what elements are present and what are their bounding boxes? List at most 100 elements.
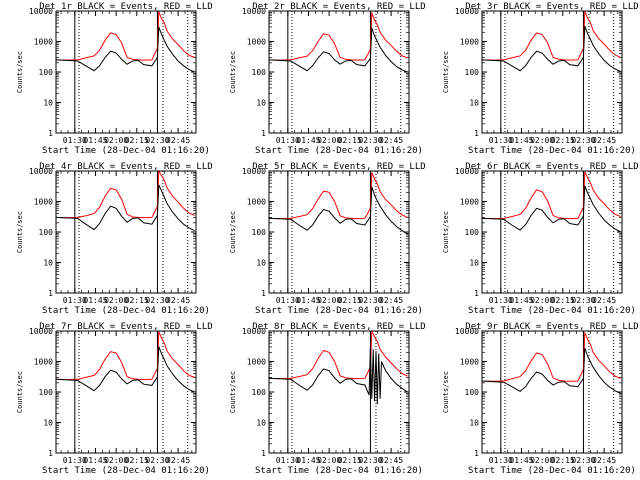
x-tick-label: 02:45 — [379, 296, 403, 305]
y-tick-label: 1 — [261, 129, 266, 138]
y-tick-label: 10 — [469, 99, 479, 108]
plot-frame — [268, 170, 410, 294]
detector-panel: Det 2r BLACK = Events, RED = LLD Counts/s… — [229, 2, 426, 156]
x-tick-label: 02:00 — [317, 136, 341, 145]
y-tick-label: 1000 — [460, 38, 479, 47]
detector-panel: Det 4r BLACK = Events, RED = LLD Counts/s… — [16, 162, 213, 316]
plot-frame — [268, 330, 410, 454]
x-tick-label: 02:30 — [571, 296, 595, 305]
x-tick-label: 02:15 — [125, 456, 149, 465]
y-tick-label: 1 — [48, 289, 53, 298]
x-axis-label: Start Time (28-Dec-04 01:16:20) — [468, 306, 636, 316]
y-tick-label: 10000 — [455, 327, 479, 336]
y-axis-label: Counts/sec — [442, 371, 450, 413]
y-tick-label: 1000 — [247, 38, 266, 47]
x-tick-label: 02:00 — [104, 456, 128, 465]
y-tick-label: 100 — [465, 68, 480, 77]
x-tick-label: 02:45 — [592, 136, 616, 145]
detector-panel: Det 8r BLACK = Events, RED = LLD Counts/s… — [229, 322, 426, 476]
x-tick-label: 01:45 — [296, 456, 320, 465]
y-tick-label: 1 — [474, 129, 479, 138]
y-tick-label: 10 — [43, 99, 53, 108]
x-axis-label: Start Time (28-Dec-04 01:16:20) — [255, 146, 423, 156]
x-tick-label: 02:15 — [125, 296, 149, 305]
x-tick-label: 01:30 — [63, 456, 87, 465]
y-tick-label: 100 — [39, 228, 54, 237]
x-tick-label: 02:00 — [317, 456, 341, 465]
x-axis-label: Start Time (28-Dec-04 01:16:20) — [255, 306, 423, 316]
x-tick-label: 02:45 — [166, 456, 190, 465]
x-tick-label: 02:00 — [530, 136, 554, 145]
lld-series-line — [481, 171, 621, 220]
detector-panel: Det 3r BLACK = Events, RED = LLD Counts/s… — [442, 2, 639, 156]
plot-frame — [55, 10, 197, 134]
x-tick-label: 01:45 — [83, 296, 107, 305]
y-tick-label: 10000 — [242, 167, 266, 176]
x-tick-label: 01:45 — [509, 456, 533, 465]
x-tick-label: 02:45 — [592, 456, 616, 465]
plot-frame — [481, 330, 623, 454]
x-tick-label: 02:15 — [338, 136, 362, 145]
x-tick-label: 02:30 — [358, 136, 382, 145]
y-tick-label: 10 — [469, 259, 479, 268]
y-axis-label: Counts/sec — [16, 51, 24, 93]
x-axis-label: Start Time (28-Dec-04 01:16:20) — [468, 466, 636, 476]
y-tick-label: 10000 — [455, 167, 479, 176]
x-tick-label: 01:30 — [276, 456, 300, 465]
lld-series-line — [55, 11, 195, 61]
events-series-line — [268, 346, 408, 405]
detector-panel: Det 7r BLACK = Events, RED = LLD Counts/s… — [16, 322, 213, 476]
events-series-line — [268, 186, 408, 235]
x-tick-label: 02:30 — [145, 296, 169, 305]
x-tick-label: 02:45 — [379, 456, 403, 465]
x-tick-label: 02:00 — [530, 296, 554, 305]
x-tick-label: 01:30 — [489, 296, 513, 305]
y-tick-label: 1 — [474, 449, 479, 458]
y-tick-label: 1 — [261, 289, 266, 298]
x-tick-label: 01:45 — [296, 136, 320, 145]
x-tick-label: 02:15 — [338, 456, 362, 465]
panel-title: Det 2r BLACK = Events, RED = LLD — [252, 2, 425, 12]
lld-series-line — [481, 332, 621, 382]
y-tick-label: 100 — [39, 388, 54, 397]
x-tick-label: 02:45 — [592, 296, 616, 305]
y-tick-label: 10 — [43, 259, 53, 268]
lld-series-line — [55, 331, 195, 381]
x-axis-label: Start Time (28-Dec-04 01:16:20) — [42, 306, 210, 316]
y-tick-label: 10 — [43, 419, 53, 428]
lld-series-line — [55, 169, 195, 219]
x-tick-label: 02:15 — [551, 136, 575, 145]
plot-frame — [55, 330, 197, 454]
y-tick-label: 10000 — [242, 327, 266, 336]
x-tick-label: 02:30 — [358, 296, 382, 305]
x-tick-label: 01:30 — [63, 136, 87, 145]
x-tick-label: 02:30 — [571, 136, 595, 145]
y-tick-label: 1 — [48, 449, 53, 458]
y-tick-label: 100 — [252, 68, 267, 77]
x-tick-label: 02:15 — [338, 296, 362, 305]
panel-title: Det 3r BLACK = Events, RED = LLD — [465, 2, 638, 12]
lld-series-line — [481, 11, 621, 61]
x-tick-label: 02:00 — [104, 296, 128, 305]
x-tick-label: 01:45 — [83, 456, 107, 465]
plot-frame — [481, 170, 623, 294]
y-tick-label: 1000 — [247, 358, 266, 367]
y-tick-label: 10 — [256, 259, 266, 268]
lld-series-line — [268, 330, 408, 380]
y-tick-label: 10000 — [455, 7, 479, 16]
y-tick-label: 1000 — [460, 198, 479, 207]
x-tick-label: 01:45 — [83, 136, 107, 145]
panel-title: Det 9r BLACK = Events, RED = LLD — [465, 322, 638, 332]
x-tick-label: 01:45 — [509, 136, 533, 145]
x-tick-label: 02:15 — [551, 456, 575, 465]
x-tick-label: 01:45 — [296, 296, 320, 305]
y-tick-label: 100 — [252, 388, 267, 397]
plot-frame — [55, 170, 197, 294]
events-series-line — [268, 27, 408, 73]
x-axis-label: Start Time (28-Dec-04 01:16:20) — [42, 146, 210, 156]
detector-panel: Det 9r BLACK = Events, RED = LLD Counts/s… — [442, 322, 639, 476]
y-tick-label: 10000 — [29, 327, 53, 336]
x-tick-label: 02:00 — [530, 456, 554, 465]
y-axis-label: Counts/sec — [229, 51, 237, 93]
